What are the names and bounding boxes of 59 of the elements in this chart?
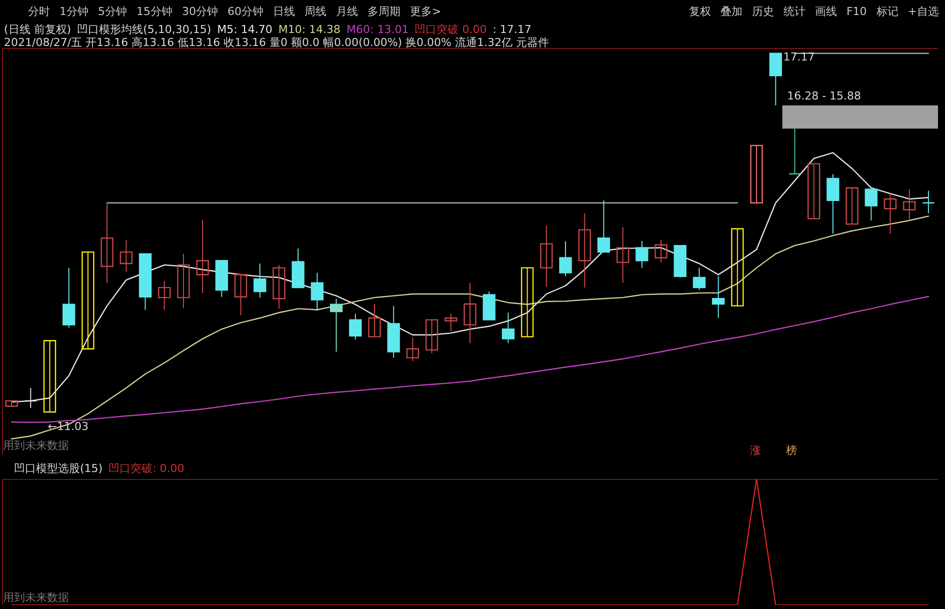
candlestick xyxy=(654,239,668,263)
candlestick xyxy=(520,267,534,338)
candlestick xyxy=(712,276,725,319)
candlestick xyxy=(464,282,476,344)
band-label: 16.28 - 15.88 xyxy=(787,89,862,102)
candlestick xyxy=(196,219,209,294)
candlestick xyxy=(177,253,190,308)
candlestick xyxy=(692,267,706,291)
candlestick xyxy=(540,225,553,288)
candlestick xyxy=(826,174,840,234)
candlestick xyxy=(368,304,381,338)
candlestick xyxy=(100,203,114,284)
candlestick xyxy=(43,340,56,413)
text: 分时 1分钟 5分钟 15分钟 30分钟 60分钟 日线 周线 月线 多周期 更多> xyxy=(28,4,442,19)
candlestick xyxy=(769,52,782,106)
text: M60: 13.01 xyxy=(346,23,409,36)
text: 复权 叠加 历史 统计 画线 F10 标记 +自选 xyxy=(688,4,939,19)
candlestick xyxy=(120,239,132,272)
candlestick xyxy=(444,313,458,332)
candlestick xyxy=(158,280,171,310)
candlestick xyxy=(864,188,878,221)
candlestick xyxy=(846,187,858,225)
text: 榜 xyxy=(786,443,797,458)
candlestick xyxy=(616,226,630,284)
candlestick xyxy=(502,312,515,344)
candlestick xyxy=(903,188,916,221)
annotation: 17.17 xyxy=(783,50,815,64)
chart-title: 凹口模形均线(5,10,30,15) xyxy=(77,23,212,36)
text: M5: 14.70 xyxy=(217,23,272,36)
candlestick xyxy=(406,337,420,362)
annotation: 用到未来数据 xyxy=(3,590,69,605)
text: : 17.17 xyxy=(492,23,532,36)
text: 用到未来数据 xyxy=(3,438,69,453)
text: 2021/08/27/五 开13.16 高13.16 低13.16 收13.16 量0 额0.0 幅0.00(0.00%) 换0.00% 流通1.32亿 元器件 xyxy=(4,35,549,50)
candlestick xyxy=(254,263,266,298)
candlestick xyxy=(808,163,820,220)
candlestick xyxy=(559,240,572,277)
text: 涨 xyxy=(750,443,761,458)
candlestick xyxy=(310,272,324,312)
candlestick xyxy=(425,319,438,354)
text: 凹口突破: 0.00 xyxy=(108,462,184,475)
candlestick xyxy=(636,240,648,268)
candlestick xyxy=(922,190,935,214)
candlestick xyxy=(597,200,610,253)
text: 凹口突破 0.00 xyxy=(414,23,487,36)
candlestick xyxy=(330,298,343,352)
candlestick xyxy=(884,193,897,234)
candlestick xyxy=(750,144,763,204)
text: (日线 前复权) xyxy=(4,23,72,36)
chart-title: 凹口模型选股(15) xyxy=(14,462,103,475)
candlestick xyxy=(578,212,591,288)
text: M10: 14.38 xyxy=(278,23,341,36)
candlestick xyxy=(731,228,744,306)
candlestick xyxy=(349,313,362,340)
candlestick xyxy=(788,128,802,174)
candlestick xyxy=(234,274,248,316)
candlestick xyxy=(82,251,94,350)
candlestick xyxy=(62,267,76,328)
candlestick xyxy=(272,264,286,310)
